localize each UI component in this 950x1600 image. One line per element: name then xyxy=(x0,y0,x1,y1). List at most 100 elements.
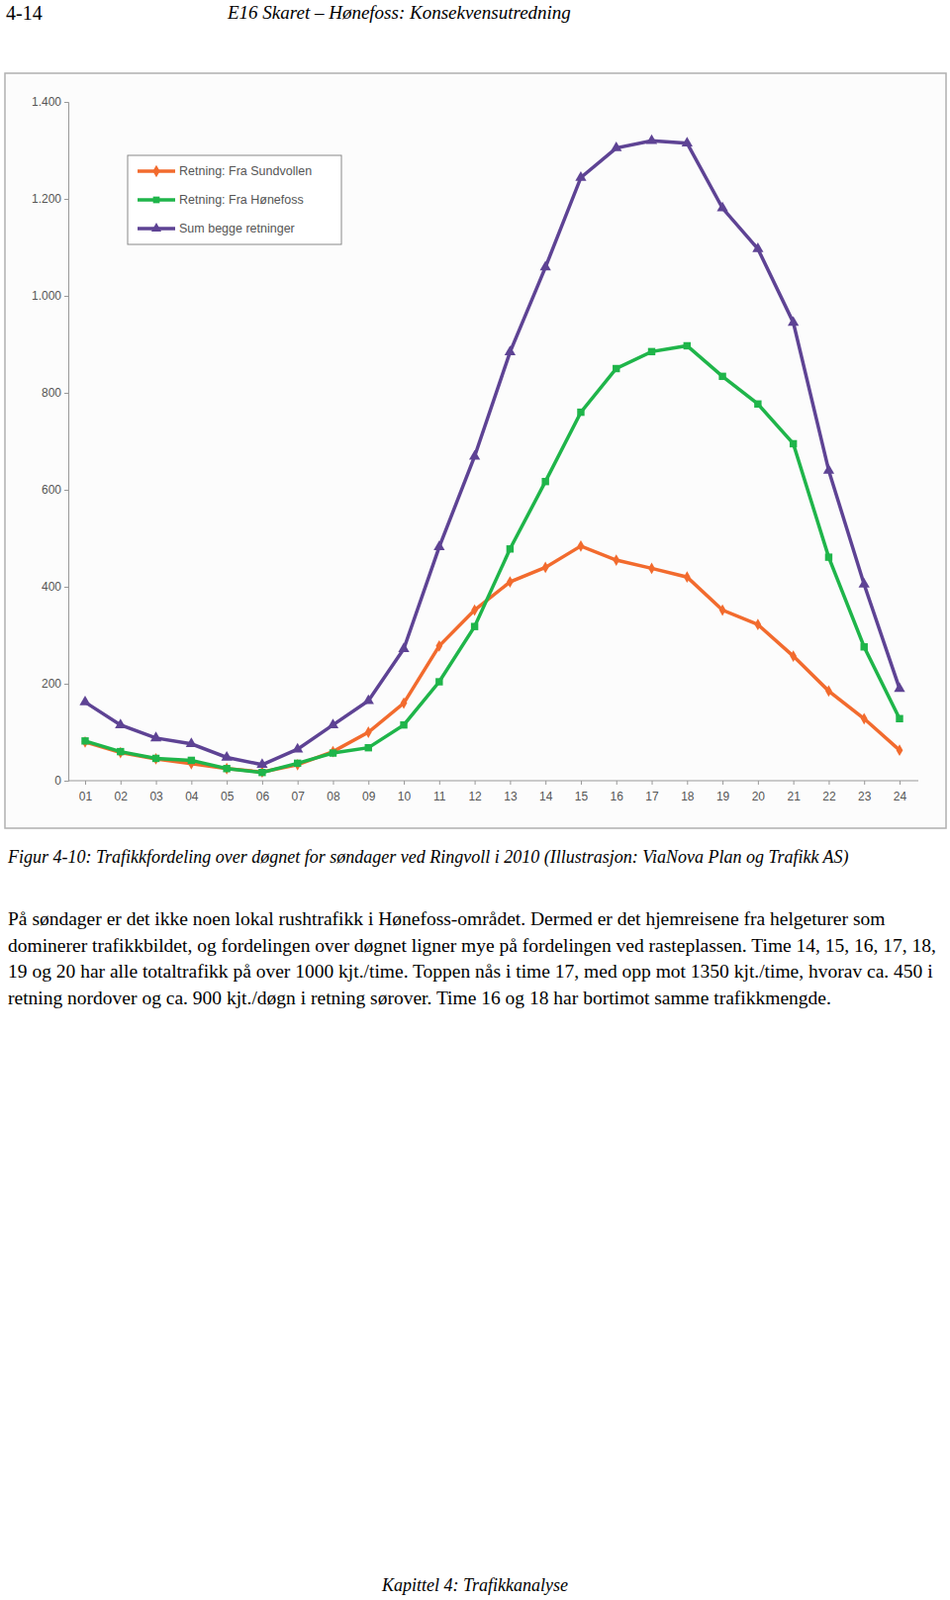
x-tick-label: 17 xyxy=(645,789,660,804)
x-tick-mark xyxy=(439,780,441,785)
y-tick: 200 xyxy=(41,676,69,691)
x-tick-label: 19 xyxy=(716,789,731,804)
x-tick-label: 14 xyxy=(539,789,554,804)
y-tick-label: 1.000 xyxy=(31,288,62,303)
x-tick-mark xyxy=(616,780,618,785)
x-tick-label: 03 xyxy=(149,789,164,804)
series-marker xyxy=(576,408,584,416)
series-marker xyxy=(895,715,903,723)
y-tick-mark xyxy=(64,780,69,782)
x-tick-mark xyxy=(403,780,405,785)
x-axis-line xyxy=(68,780,919,782)
series-marker xyxy=(116,748,124,756)
x-tick: 03 xyxy=(149,780,164,804)
x-tick-mark xyxy=(509,780,511,785)
series-marker xyxy=(435,677,443,685)
y-tick: 1.400 xyxy=(31,95,69,109)
legend-label: Sum begge retninger xyxy=(179,221,295,236)
series-marker xyxy=(718,373,726,380)
legend-label: Retning: Fra Hønefoss xyxy=(179,192,304,207)
x-tick: 04 xyxy=(185,780,199,804)
x-tick: 12 xyxy=(468,780,482,804)
series-marker xyxy=(327,718,339,729)
x-tick-mark xyxy=(899,780,901,785)
series-marker xyxy=(577,540,585,553)
series-marker xyxy=(787,315,799,326)
x-tick-label: 15 xyxy=(574,789,589,804)
x-tick-label: 18 xyxy=(680,789,695,804)
series-marker xyxy=(789,650,797,663)
x-tick-label: 24 xyxy=(893,789,908,804)
x-tick: 18 xyxy=(680,780,695,804)
series-marker xyxy=(825,553,833,561)
series-marker xyxy=(150,731,162,742)
x-tick: 15 xyxy=(574,780,589,804)
series-marker xyxy=(681,136,693,147)
page-number: 4-14 xyxy=(5,1,43,25)
y-tick-mark xyxy=(64,489,69,491)
x-tick-mark xyxy=(226,780,228,785)
series-marker xyxy=(504,345,516,356)
x-tick: 09 xyxy=(362,780,377,804)
x-tick-label: 16 xyxy=(610,789,625,804)
series-marker xyxy=(82,736,90,749)
x-tick-label: 21 xyxy=(786,789,801,804)
series-marker xyxy=(220,751,232,761)
series-marker xyxy=(860,643,868,651)
legend-marker xyxy=(151,222,162,232)
series-marker xyxy=(400,697,408,710)
x-tick-mark xyxy=(85,780,87,785)
y-tick: 1.200 xyxy=(31,191,69,206)
plot-area xyxy=(79,134,905,778)
series-marker xyxy=(752,242,763,253)
series-marker xyxy=(719,604,727,617)
x-tick-label: 11 xyxy=(433,789,447,804)
y-tick-mark xyxy=(64,101,69,103)
x-tick: 17 xyxy=(645,780,660,804)
series-marker xyxy=(823,464,835,475)
series-marker xyxy=(541,477,549,485)
y-tick-label: 400 xyxy=(41,579,62,594)
x-tick-label: 07 xyxy=(291,789,306,804)
y-tick-label: 200 xyxy=(41,676,62,691)
x-tick-mark xyxy=(262,780,264,785)
x-tick: 13 xyxy=(503,780,518,804)
x-tick-label: 13 xyxy=(503,789,518,804)
series-marker xyxy=(222,764,230,772)
y-axis-line xyxy=(64,102,70,782)
x-tick-label: 22 xyxy=(822,789,837,804)
x-tick-label: 02 xyxy=(114,789,129,804)
x-tick-mark xyxy=(863,780,865,785)
y-tick-mark xyxy=(64,198,69,200)
series-marker xyxy=(365,744,373,752)
y-tick: 800 xyxy=(41,385,69,400)
y-tick-label: 0 xyxy=(54,773,62,788)
legend-label: Retning: Fra Sundvollen xyxy=(179,164,312,179)
x-tick-mark xyxy=(686,780,688,785)
legend-marker xyxy=(153,196,161,204)
x-tick: 22 xyxy=(822,780,837,804)
series-marker xyxy=(542,562,550,574)
series-marker xyxy=(435,640,443,653)
series-marker xyxy=(574,171,586,182)
x-tick-mark xyxy=(758,780,760,785)
x-tick-mark xyxy=(120,780,122,785)
y-tick: 0 xyxy=(54,773,69,788)
y-axis: 02004006008001.0001.2001.400 xyxy=(31,95,70,788)
y-tick-mark xyxy=(64,586,69,588)
series-line xyxy=(85,140,900,765)
y-tick-mark xyxy=(64,295,69,297)
y-tick-label: 1.400 xyxy=(31,95,62,109)
chart: 02004006008001.0001.2001.400010203040506… xyxy=(0,0,950,842)
series-marker xyxy=(152,753,160,765)
series-marker xyxy=(789,440,797,448)
series-marker xyxy=(293,759,301,771)
x-tick: 02 xyxy=(114,780,129,804)
x-tick: 24 xyxy=(893,780,908,804)
series-marker xyxy=(293,760,301,767)
x-tick-label: 23 xyxy=(857,789,872,804)
x-tick-mark xyxy=(190,780,192,785)
series-marker xyxy=(433,540,445,551)
x-tick: 16 xyxy=(610,780,625,804)
y-tick: 400 xyxy=(41,579,69,594)
